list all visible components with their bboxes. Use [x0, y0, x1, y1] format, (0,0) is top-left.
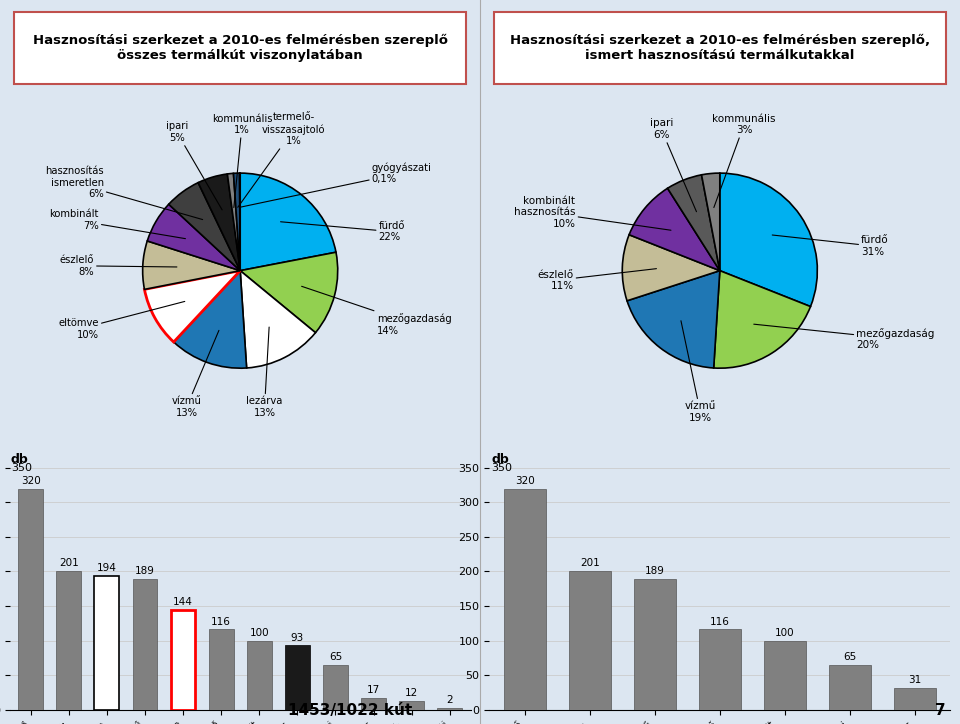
- Text: 7: 7: [935, 703, 946, 718]
- Wedge shape: [144, 271, 240, 342]
- Text: mezőgazdaság
14%: mezőgazdaság 14%: [301, 286, 451, 336]
- Bar: [634, 579, 676, 710]
- Wedge shape: [627, 271, 720, 368]
- Bar: [504, 489, 546, 710]
- Text: 201: 201: [59, 558, 79, 568]
- Text: 350: 350: [492, 463, 513, 473]
- Wedge shape: [143, 241, 240, 290]
- Wedge shape: [169, 182, 240, 271]
- Text: 2: 2: [446, 695, 453, 705]
- Bar: [324, 665, 348, 710]
- Text: 350: 350: [11, 463, 32, 473]
- Bar: [763, 641, 805, 710]
- Bar: [94, 576, 119, 710]
- Text: hasznosítás
ismeretlen
6%: hasznosítás ismeretlen 6%: [45, 167, 203, 219]
- Bar: [399, 702, 424, 710]
- Text: lezárva
13%: lezárva 13%: [247, 327, 283, 418]
- Wedge shape: [198, 174, 240, 271]
- Text: 116: 116: [211, 617, 231, 627]
- Bar: [828, 665, 871, 710]
- Text: 144: 144: [173, 597, 193, 607]
- Text: 201: 201: [580, 558, 600, 568]
- Text: észlelő
8%: észlelő 8%: [60, 255, 177, 277]
- Text: 17: 17: [367, 685, 380, 695]
- Text: kombinált
hasznosítás
10%: kombinált hasznosítás 10%: [514, 195, 671, 230]
- Bar: [247, 641, 272, 710]
- Wedge shape: [174, 271, 247, 369]
- Wedge shape: [240, 252, 338, 332]
- Text: 194: 194: [97, 563, 117, 573]
- Bar: [18, 489, 43, 710]
- Text: Hasznosítási szerkezet a 2010-es felmérésben szereplő
összes termálkút viszonyla: Hasznosítási szerkezet a 2010-es felméré…: [33, 33, 447, 62]
- Text: 93: 93: [291, 633, 304, 643]
- Wedge shape: [713, 271, 810, 369]
- Text: Hasznosítási szerkezet a 2010-es felmérésben szereplő,
ismert hasznosítású termá: Hasznosítási szerkezet a 2010-es felméré…: [510, 33, 930, 62]
- Text: ipari
5%: ipari 5%: [166, 122, 222, 210]
- Wedge shape: [667, 174, 720, 271]
- Text: kombinált
7%: kombinált 7%: [49, 209, 185, 239]
- Wedge shape: [228, 173, 240, 271]
- Wedge shape: [240, 271, 316, 368]
- Bar: [208, 629, 233, 710]
- Text: kommunális
1%: kommunális 1%: [212, 114, 273, 208]
- Text: db: db: [11, 453, 29, 466]
- Text: 189: 189: [135, 566, 155, 576]
- Text: 320: 320: [516, 476, 535, 486]
- Text: észlelő
11%: észlelő 11%: [538, 269, 657, 291]
- Text: vízmű
13%: vízmű 13%: [172, 330, 219, 418]
- Text: 189: 189: [645, 566, 664, 576]
- Text: db: db: [492, 453, 509, 466]
- Bar: [132, 579, 157, 710]
- Bar: [438, 708, 462, 710]
- Bar: [285, 645, 310, 710]
- Text: 1453/1022 kút: 1453/1022 kút: [288, 703, 413, 718]
- Wedge shape: [702, 173, 720, 271]
- Wedge shape: [622, 235, 720, 300]
- Bar: [699, 629, 741, 710]
- Bar: [361, 698, 386, 710]
- Text: mezőgazdaság
20%: mezőgazdaság 20%: [754, 324, 935, 350]
- Text: fürdő
31%: fürdő 31%: [772, 235, 889, 257]
- FancyBboxPatch shape: [14, 12, 467, 84]
- FancyBboxPatch shape: [493, 12, 946, 84]
- Text: 65: 65: [843, 652, 856, 662]
- Wedge shape: [147, 204, 240, 271]
- Text: 31: 31: [908, 675, 922, 686]
- Bar: [171, 610, 196, 710]
- Wedge shape: [240, 173, 336, 271]
- Wedge shape: [233, 173, 240, 271]
- Text: termelő-
visszasajtoló
1%: termelő- visszasajtoló 1%: [238, 112, 325, 207]
- Text: kommunális
3%: kommunális 3%: [712, 114, 776, 208]
- Text: 100: 100: [775, 628, 795, 638]
- Wedge shape: [629, 188, 720, 271]
- Bar: [894, 688, 936, 710]
- Text: eltömve
10%: eltömve 10%: [59, 301, 184, 340]
- Text: 100: 100: [250, 628, 269, 638]
- Text: 12: 12: [405, 689, 419, 699]
- Text: 320: 320: [21, 476, 40, 486]
- Text: 65: 65: [329, 652, 342, 662]
- Wedge shape: [720, 173, 817, 306]
- Text: ipari
6%: ipari 6%: [650, 119, 696, 211]
- Text: gyógyászati
0,1%: gyógyászati 0,1%: [240, 162, 432, 207]
- Text: vízmű
19%: vízmű 19%: [681, 321, 716, 423]
- Bar: [57, 571, 81, 710]
- Text: fürdő
22%: fürdő 22%: [280, 221, 405, 243]
- Bar: [568, 571, 611, 710]
- Text: 116: 116: [709, 617, 730, 627]
